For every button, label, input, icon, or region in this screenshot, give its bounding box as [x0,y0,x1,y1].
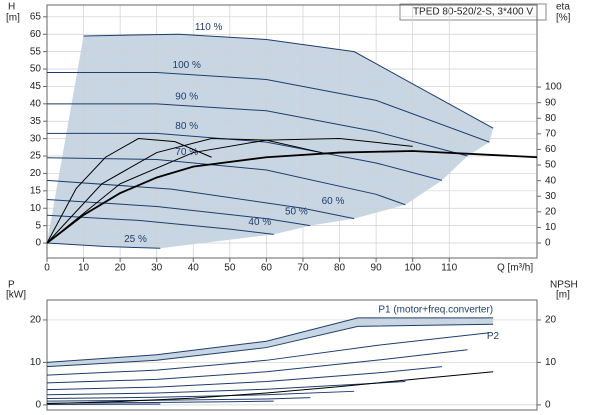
x-tick-label: 60 [261,263,273,274]
y2-unit: [m] [556,290,570,301]
y2-label: eta [556,2,570,13]
curve [46,332,490,376]
y2-tick-label: 60 [545,144,557,155]
y2-tick-label: 10 [545,357,557,368]
y-tick-label: 40 [30,98,42,109]
curve [46,214,274,235]
curve [46,366,442,391]
x-tick-label: 70 [297,263,309,274]
curve [46,371,494,405]
curve [46,242,161,249]
y-tick-label: 20 [30,168,42,179]
curve [46,390,355,400]
y-tick-label: 55 [30,46,42,57]
y2-tick-label: 20 [545,315,557,326]
y2-tick-label: 0 [545,238,551,249]
curve [46,150,538,244]
x-label: Q [m³/h] [497,263,533,274]
curve [47,72,490,143]
curve-label: P2 [487,331,500,342]
y-tick-label: 25 [30,151,42,162]
curve-label: 100 % [173,60,201,71]
curve-label: 25 % [124,234,147,245]
x-tick-label: 100 [404,263,421,274]
y2-tick-label: 10 [545,222,557,233]
y2-tick-label: 40 [545,175,557,186]
y-label: P [8,280,15,291]
y-tick-label: 65 [30,11,42,22]
y2-tick-label: 80 [545,113,557,124]
y2-unit: [%] [556,13,571,24]
y-unit: [kW] [6,290,26,301]
y2-tick-label: 30 [545,191,557,202]
y-label: H [8,2,15,13]
x-tick-label: 110 [441,263,457,274]
curve-label: 90 % [175,91,198,102]
y-tick-label: 0 [35,238,41,249]
x-tick-label: 20 [115,263,127,274]
curve [46,138,413,244]
curve [46,400,274,404]
y2-tick-label: 20 [545,206,557,217]
curve [46,397,311,402]
x-tick-label: 80 [334,263,346,274]
curve [46,317,494,363]
curve [46,138,212,244]
chart-title: TPED 80-520/2-S, 3*400 V [413,7,533,18]
curve [46,349,468,384]
curve [46,179,355,220]
y2-label: NPSH [550,280,578,291]
y-tick-label: 30 [30,133,42,144]
y-tick-label: 10 [30,357,42,368]
curve-label: 50 % [285,206,308,217]
curve-label: 40 % [248,217,271,228]
curve [47,132,443,181]
x-tick-label: 30 [151,263,163,274]
y2-tick-label: 0 [545,400,551,411]
plot-frame [46,4,538,259]
plot-frame [46,299,538,411]
curve-label: 60 % [322,196,345,207]
curve [46,381,406,396]
y2-tick-label: 100 [545,82,562,93]
y-tick-label: 50 [30,64,42,75]
y-tick-label: 10 [30,203,42,214]
y-tick-label: 60 [30,29,42,40]
curve-label: P1 (motor+freq.converter) [378,304,493,315]
curve-label: 70 % [175,147,198,158]
y-tick-label: 5 [35,220,41,231]
x-tick-label: 10 [78,263,90,274]
curve-label: 110 % [195,22,223,33]
y-tick-label: 45 [30,81,42,92]
curve [47,103,468,157]
y2-tick-label: 90 [545,97,557,108]
x-tick-label: 90 [371,263,383,274]
x-tick-label: 40 [188,263,200,274]
curve-label: 80 % [175,121,198,132]
y-tick-label: 0 [35,400,41,411]
operating-area [47,317,494,367]
y-tick-label: 15 [30,185,42,196]
curve [46,323,494,368]
x-tick-label: 50 [224,263,236,274]
x-tick-label: 0 [44,263,50,274]
y2-tick-label: 50 [545,160,557,171]
curve [83,33,494,129]
title-box [399,3,547,21]
y-tick-label: 20 [30,315,42,326]
y2-tick-label: 70 [545,128,557,139]
y-unit: [m] [6,13,20,24]
curve [46,138,322,244]
y-tick-label: 35 [30,116,42,127]
curve [46,157,406,206]
